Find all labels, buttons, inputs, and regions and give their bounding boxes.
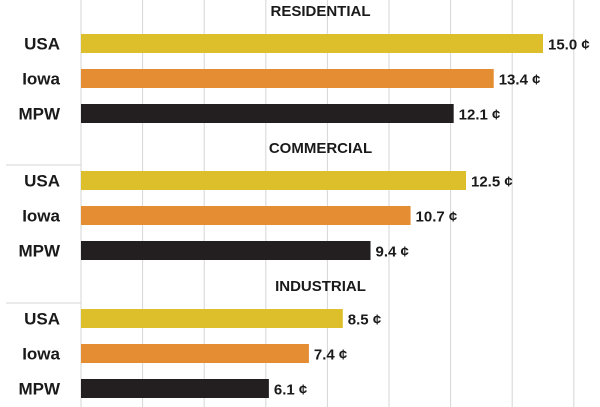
category-label: MPW [18,105,61,124]
bar-residential-usa [81,34,543,53]
value-label: 10.7 ¢ [416,209,458,226]
gridlines [80,0,575,407]
category-label: MPW [18,380,61,399]
value-label: 15.0 ¢ [548,37,590,54]
category-label: USA [24,172,60,191]
value-label: 12.1 ¢ [459,107,501,124]
bar-industrial-mpw [81,379,269,398]
bar-commercial-usa [81,171,466,190]
value-label: 12.5 ¢ [471,174,513,191]
bars [81,34,543,398]
bar-commercial-mpw [81,241,371,260]
labels: RESIDENTIAL USA 15.0 ¢ Iowa 13.4 ¢ MPW 12.1 ¢ C… [18,3,589,399]
category-label: USA [24,35,60,54]
value-label: 8.5 ¢ [348,312,381,329]
group-title: INDUSTRIAL [275,278,366,295]
bar-industrial-usa [81,309,343,328]
bar-commercial-iowa [81,206,411,225]
category-label: Iowa [22,207,60,226]
bar-residential-iowa [81,69,494,88]
category-label: Iowa [22,70,60,89]
category-label: Iowa [22,345,60,364]
bar-residential-mpw [81,104,454,123]
value-label: 13.4 ¢ [499,72,541,89]
value-label: 7.4 ¢ [314,347,347,364]
group-title: RESIDENTIAL [270,3,370,20]
category-label: USA [24,310,60,329]
group-title: COMMERCIAL [269,140,372,157]
value-label: 9.4 ¢ [376,244,409,261]
value-label: 6.1 ¢ [274,382,307,399]
group-separators [6,164,81,304]
category-label: MPW [18,242,61,261]
bar-industrial-iowa [81,344,309,363]
